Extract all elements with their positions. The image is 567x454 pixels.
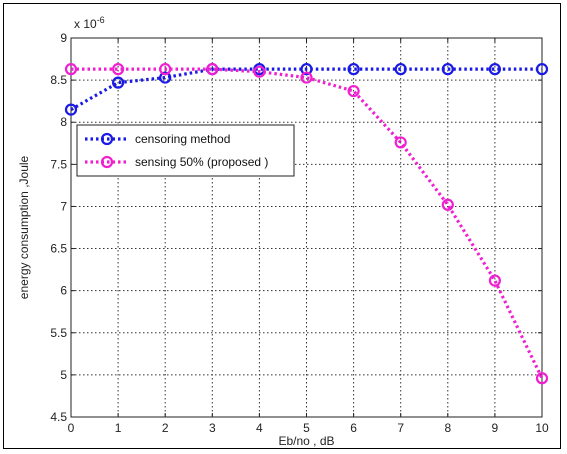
- series-line: [70, 67, 542, 111]
- y-tick-label: 8.5: [50, 73, 67, 87]
- x-axis-label: Eb/no , dB: [278, 434, 334, 448]
- data-point: [347, 63, 360, 76]
- data-point: [111, 63, 125, 76]
- x-tick-label: 9: [492, 421, 499, 435]
- data-point: [394, 63, 407, 76]
- data-point: [488, 274, 501, 287]
- x-tick-label: 3: [209, 421, 216, 435]
- y-multiplier-label: x 10-6: [74, 15, 105, 31]
- data-point: [111, 76, 125, 89]
- y-tick-label: 4.5: [50, 410, 67, 424]
- x-tick-label: 2: [162, 421, 169, 435]
- y-tick-label: 5: [60, 368, 67, 382]
- y-tick-label: 8: [60, 115, 67, 129]
- data-point: [535, 63, 549, 76]
- series-line: [71, 67, 544, 379]
- axes: 0 1 2 3 4 5 6 7 8 9 10 4.5 5 5.5 6 6.5 7 7.5 8 8.5 9: [50, 31, 549, 435]
- x-tick-label: 8: [444, 421, 451, 435]
- data-point: [159, 71, 172, 84]
- chart-frame: 0 1 2 3 4 5 6 7 8 9 10 4.5 5 5.5 6 6.5 7 7.5 8 8.5 9 censori…: [3, 3, 561, 449]
- x-tick-label: 5: [303, 421, 310, 435]
- data-point: [441, 198, 454, 211]
- legend-marker: [100, 155, 114, 169]
- y-axis-label: energy consumption ,Joule: [17, 155, 31, 299]
- data-point: [300, 63, 313, 76]
- x-tick-label: 1: [115, 421, 122, 435]
- legend: censoring method sensing 50% (proposed ): [76, 124, 295, 177]
- y-tick-label: 7.5: [50, 157, 67, 171]
- legend-box: [76, 124, 295, 177]
- x-tick-label: 0: [68, 421, 75, 435]
- series: [64, 63, 549, 385]
- data-point: [159, 63, 172, 76]
- data-point: [64, 63, 78, 76]
- data-point: [535, 372, 549, 385]
- data-point: [253, 65, 266, 78]
- grid: [71, 38, 542, 417]
- labels: x 10-6 Eb/no , dB energy consumption ,Jo…: [17, 15, 335, 448]
- x-tick-label: 10: [535, 421, 549, 435]
- y-multiplier-exponent: -6: [97, 15, 105, 25]
- x-tick-label: 4: [256, 421, 263, 435]
- y-tick-label: 9: [60, 31, 67, 45]
- data-point: [300, 71, 313, 84]
- x-tick-label: 7: [397, 421, 404, 435]
- data-point: [64, 103, 78, 116]
- data-point: [206, 63, 219, 76]
- y-tick-label: 5.5: [50, 326, 67, 340]
- legend-label: censoring method: [135, 132, 230, 146]
- y-tick-label: 6: [60, 284, 67, 298]
- x-tick-label: 6: [350, 421, 357, 435]
- legend-marker: [100, 132, 114, 146]
- series-group: [64, 63, 549, 385]
- legend-label: sensing 50% (proposed ): [135, 155, 268, 169]
- line-chart: 0 1 2 3 4 5 6 7 8 9 10 4.5 5 5.5 6 6.5 7 7.5 8 8.5 9 censori…: [17, 15, 549, 448]
- y-tick-label: 6.5: [50, 242, 67, 256]
- y-multiplier-base: x 10: [74, 17, 97, 31]
- data-point: [441, 63, 454, 76]
- data-point: [347, 84, 360, 98]
- data-point: [394, 136, 407, 149]
- y-tick-label: 7: [60, 199, 67, 213]
- data-point: [488, 63, 501, 76]
